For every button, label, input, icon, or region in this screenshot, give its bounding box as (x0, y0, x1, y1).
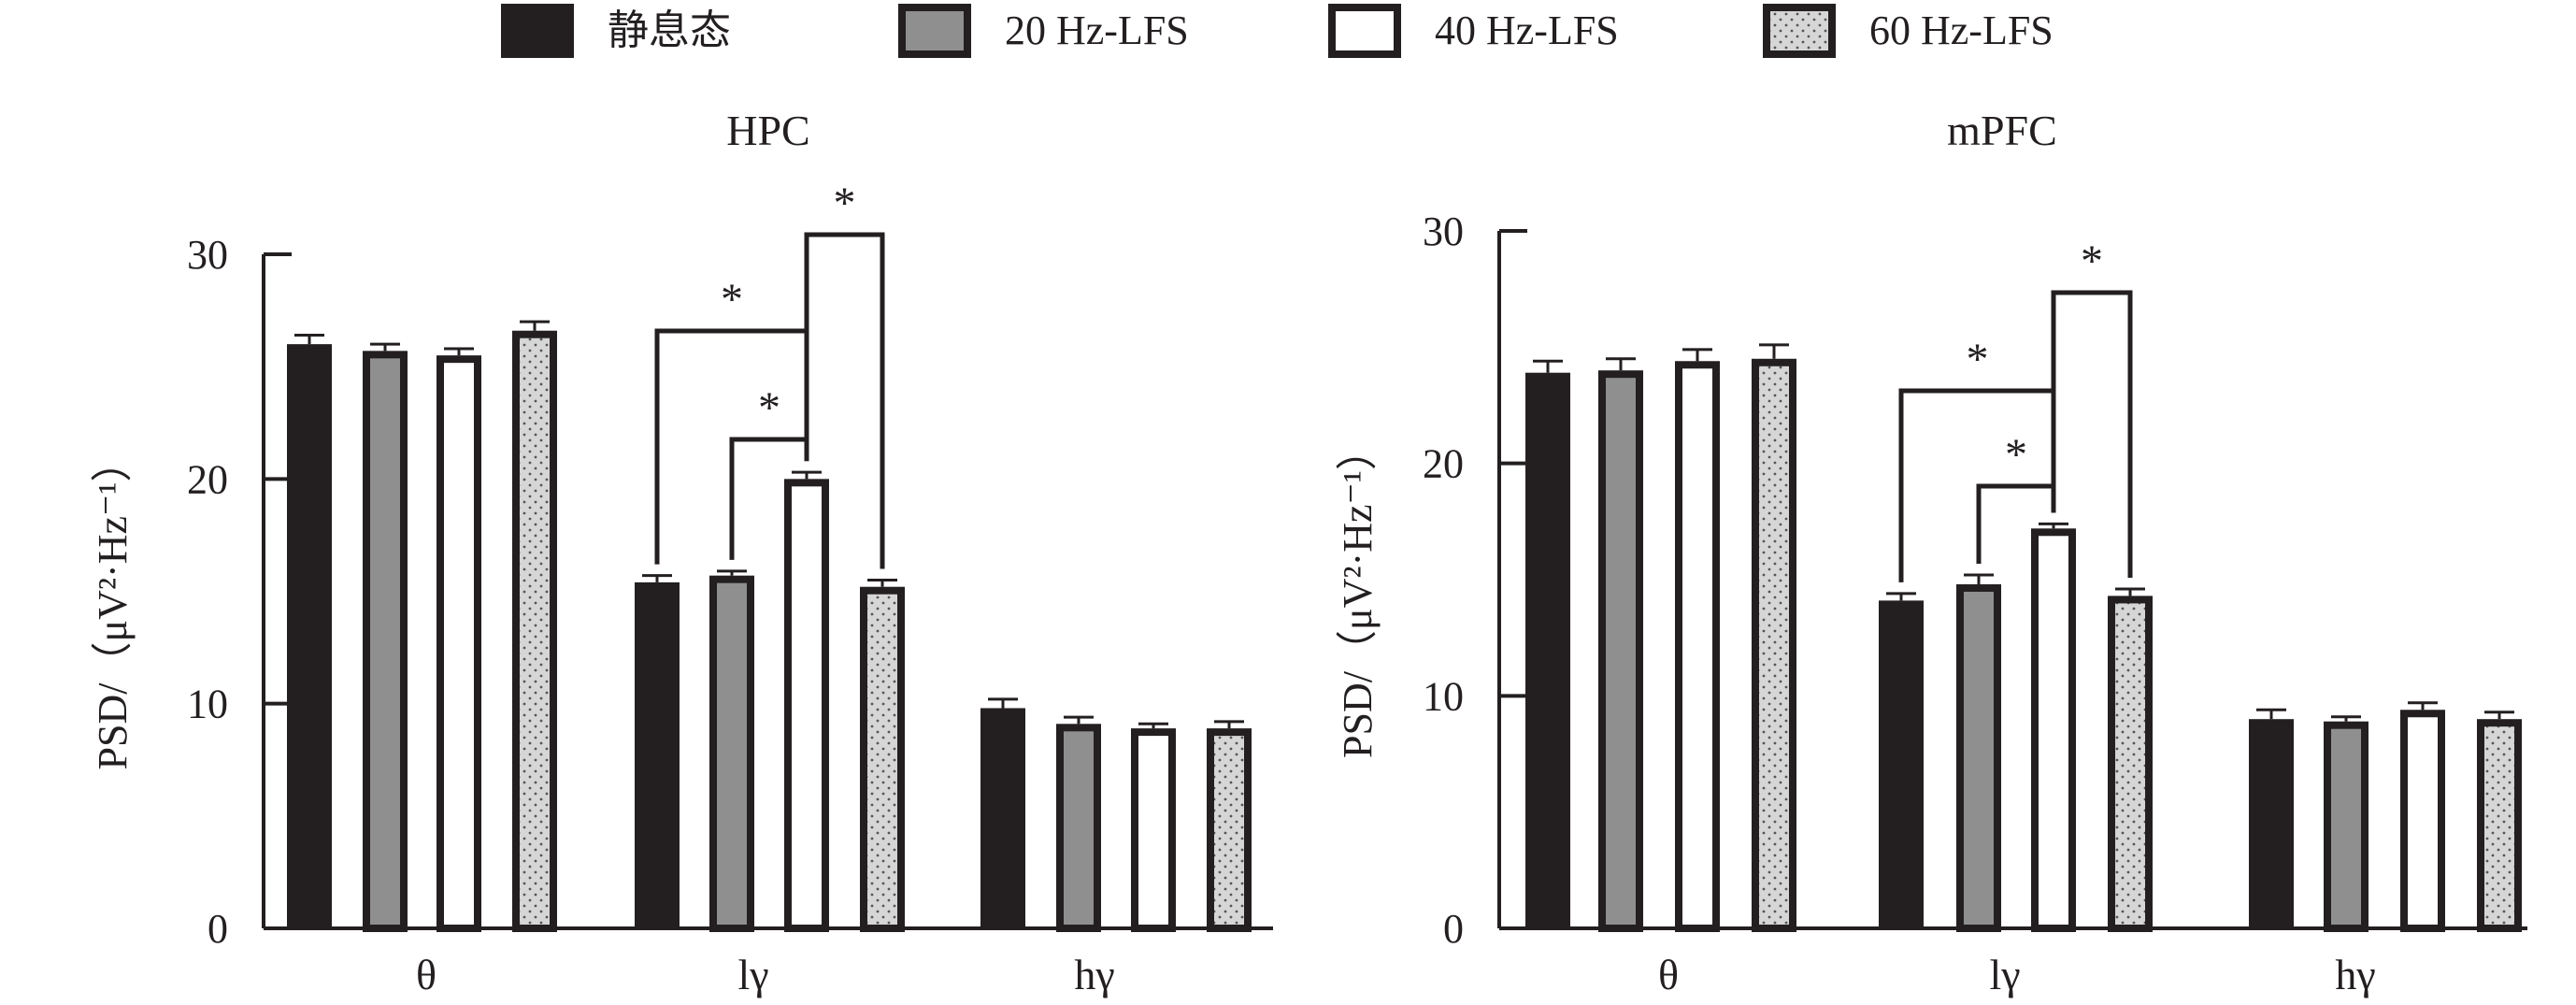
bar (1675, 361, 1720, 932)
bar (1752, 358, 1796, 932)
x-tick-label: lγ (737, 951, 768, 998)
legend-item: 20 Hz-LFS (898, 4, 1189, 58)
bar (436, 355, 481, 932)
legend-item: 40 Hz-LFS (1328, 4, 1619, 58)
y-tick-label: 10 (187, 682, 228, 727)
bar (784, 479, 829, 932)
bar (1056, 724, 1101, 933)
x-tick-label: θ (416, 951, 436, 998)
bar (1525, 372, 1570, 929)
chart-title: HPC (726, 107, 809, 154)
bar (709, 575, 754, 933)
significance-label: * (1967, 335, 1989, 384)
bar (287, 344, 332, 929)
legend-swatch (1763, 4, 1836, 58)
bar (2324, 721, 2368, 932)
bar (1207, 728, 1252, 932)
y-tick-label: 30 (1423, 208, 1464, 254)
bar (860, 586, 905, 933)
chart-panels: HPC PSD/（μV²·Hz⁻¹） 0 10 20 30 θ lγ hγ * * * mPFC PSD/… (90, 107, 2527, 998)
y-axis-label: PSD/（μV²·Hz⁻¹） (90, 441, 136, 770)
x-tick-label: θ (1658, 951, 1679, 998)
legend-swatch (501, 4, 574, 58)
bar (512, 330, 557, 933)
y-tick-label: 30 (187, 232, 228, 278)
y-tick-label: 20 (1423, 441, 1464, 487)
bar (2400, 710, 2445, 933)
y-tick-label: 20 (187, 456, 228, 502)
bar (1131, 728, 1176, 932)
legend-label: 20 Hz-LFS (1005, 7, 1189, 53)
significance-label: * (721, 275, 743, 324)
chart-panel: mPFC PSD/（μV²·Hz⁻¹） 0 10 20 30 θ lγ hγ * * * (1335, 107, 2527, 998)
significance-bracket (2051, 290, 2133, 513)
bar (2031, 528, 2076, 932)
bar (2108, 596, 2153, 932)
legend: 静息态 20 Hz-LFS 40 Hz-LFS 60 Hz-LFS (501, 4, 2054, 58)
x-tick-label: lγ (1989, 951, 2020, 998)
bar (1956, 583, 2001, 932)
x-tick-label: hγ (1074, 951, 1114, 998)
legend-swatch (898, 4, 971, 58)
bar (1598, 370, 1643, 932)
legend-label: 40 Hz-LFS (1435, 7, 1619, 53)
significance-label: * (758, 383, 780, 433)
y-tick-label: 0 (1443, 906, 1464, 952)
legend-label: 60 Hz-LFS (1869, 7, 2054, 53)
bar (1879, 600, 1924, 928)
chart-title: mPFC (1947, 107, 2057, 154)
significance-bracket (804, 232, 885, 462)
bar (2477, 719, 2522, 933)
legend-swatch (1328, 4, 1401, 58)
y-tick-label: 0 (208, 906, 228, 952)
bar (980, 708, 1025, 928)
legend-label: 静息态 (608, 7, 731, 53)
x-tick-label: hγ (2335, 951, 2375, 998)
chart-panel: HPC PSD/（μV²·Hz⁻¹） 0 10 20 30 θ lγ hγ * * * (90, 107, 1273, 998)
y-tick-label: 10 (1423, 673, 1464, 719)
bar (635, 581, 680, 928)
bar (2249, 719, 2294, 928)
legend-item: 60 Hz-LFS (1763, 4, 2054, 58)
significance-label: * (2005, 430, 2027, 480)
significance-label: * (2081, 237, 2103, 286)
significance-label: * (834, 179, 856, 228)
legend-item: 静息态 (501, 4, 731, 58)
bar (363, 351, 408, 932)
y-axis-label: PSD/（μV²·Hz⁻¹） (1335, 429, 1381, 758)
